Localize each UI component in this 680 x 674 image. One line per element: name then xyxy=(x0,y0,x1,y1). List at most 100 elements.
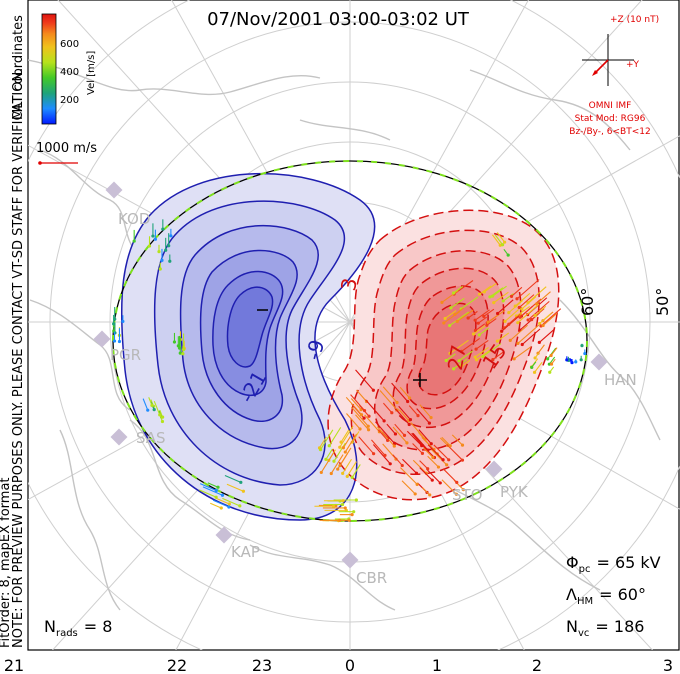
velocity-vector xyxy=(516,279,540,300)
scale-vector-label: 1000 m/s xyxy=(36,141,97,156)
stat-nvc: Nvc = 186 xyxy=(566,617,644,639)
velocity-vector-origin xyxy=(324,457,328,461)
velocity-vector-origin xyxy=(517,305,521,310)
velocity-vector-origin xyxy=(428,493,432,497)
velocity-vector-origin xyxy=(473,328,478,333)
colorbar-label: Vel [m/s] xyxy=(86,51,97,95)
velocity-vector xyxy=(416,408,430,424)
velocity-vector-origin xyxy=(400,463,404,468)
velocity-vector-origin xyxy=(408,418,413,422)
velocity-vector xyxy=(467,310,478,319)
velocity-vector xyxy=(377,429,389,441)
velocity-vector xyxy=(214,497,230,505)
velocity-vector-origin xyxy=(445,463,449,467)
velocity-vector xyxy=(476,348,492,361)
velocity-vector-origin xyxy=(580,344,584,348)
velocity-vector-origin xyxy=(168,259,172,263)
velocity-vector xyxy=(494,234,504,246)
velocity-vector-origin xyxy=(448,323,452,328)
velocity-vector xyxy=(521,296,537,310)
velocity-vector xyxy=(511,286,523,297)
velocity-vector xyxy=(477,316,488,324)
velocity-vector-origin xyxy=(117,339,122,344)
velocity-vector xyxy=(487,309,506,323)
station-labels: KOD PGR SAS KAP CBR STO PYK HAN xyxy=(110,210,637,587)
velocity-vector-origin xyxy=(579,358,583,362)
velocity-vector-origin xyxy=(500,329,504,333)
velocity-vector xyxy=(542,312,558,326)
velocity-vector-origin xyxy=(395,400,399,405)
velocity-vector xyxy=(423,446,435,458)
velocity-vector xyxy=(474,347,489,358)
velocity-vectors xyxy=(112,219,587,523)
velocity-vector-origin xyxy=(485,323,489,327)
velocity-vector xyxy=(456,309,474,322)
velocity-vector xyxy=(351,431,360,443)
velocity-vector xyxy=(443,311,461,324)
velocity-vector xyxy=(364,414,380,433)
velocity-vector xyxy=(550,347,558,356)
velocity-vector xyxy=(449,339,469,354)
velocity-vector-origin xyxy=(548,370,552,374)
velocity-vector xyxy=(346,461,357,477)
mlt-1: 1 xyxy=(432,656,442,674)
velocity-vector xyxy=(482,343,502,357)
velocity-vector xyxy=(519,298,542,318)
velocity-vector xyxy=(461,338,480,352)
velocity-vector xyxy=(411,432,423,446)
mlt-21: 21 xyxy=(4,656,24,674)
velocity-vector xyxy=(398,405,411,421)
velocity-vector xyxy=(351,464,361,478)
velocity-vector-origin xyxy=(390,411,394,415)
imf-y-label: +Y xyxy=(626,60,640,70)
velocity-vector-origin xyxy=(366,428,371,432)
velocity-vector-origin xyxy=(160,258,164,263)
velocity-vector-origin xyxy=(354,498,358,502)
velocity-vector xyxy=(224,475,242,483)
velocity-vector xyxy=(441,290,459,303)
colorbar-tick-400: 400 xyxy=(60,67,79,78)
velocity-vector xyxy=(540,308,562,327)
velocity-vector xyxy=(226,483,244,492)
velocity-vector-origin xyxy=(350,513,354,517)
velocity-vector-origin xyxy=(481,354,485,359)
velocity-vector xyxy=(496,232,506,243)
velocity-vector xyxy=(419,404,432,418)
imf-panel: +Z (10 nT) +Y OMNI IMF Stat Mod: RG96 Bz… xyxy=(569,15,659,137)
velocity-vector xyxy=(382,386,398,403)
velocity-vector xyxy=(198,489,217,498)
velocity-vector-origin xyxy=(449,306,453,310)
velocity-vector xyxy=(320,452,335,473)
velocity-vector xyxy=(527,300,550,321)
velocity-vector-origin xyxy=(318,448,323,452)
velocity-vector-origin xyxy=(402,433,407,437)
velocity-vector-origin xyxy=(153,237,157,241)
velocity-vector xyxy=(479,285,492,295)
velocity-vector xyxy=(531,308,545,321)
velocity-vector-origin xyxy=(366,424,370,428)
velocity-vector-origin xyxy=(574,360,578,364)
velocity-vector xyxy=(399,386,410,399)
velocity-vector xyxy=(514,292,531,307)
velocity-vector xyxy=(517,324,540,344)
velocity-vector xyxy=(365,399,385,422)
velocity-vector-origin xyxy=(340,502,345,507)
coords-note: MLT coordinates xyxy=(11,15,26,120)
velocity-vector-origin xyxy=(227,505,231,509)
colorbar-gradient xyxy=(41,13,57,125)
velocity-vector xyxy=(508,300,523,314)
velocity-vector xyxy=(328,427,342,447)
velocity-vector xyxy=(418,429,432,445)
velocity-vector-origin xyxy=(405,441,409,445)
stat-lambda: ΛHM = 60° xyxy=(566,585,646,607)
velocity-vector xyxy=(441,436,451,447)
negative-contours xyxy=(120,173,376,521)
velocity-vector xyxy=(445,353,456,361)
velocity-vector xyxy=(513,346,532,360)
velocity-vector-origin xyxy=(429,415,433,420)
velocity-vector-origin xyxy=(500,243,505,247)
velocity-vector-origin xyxy=(347,518,351,522)
velocity-vector xyxy=(330,454,344,474)
velocity-vector xyxy=(504,309,519,322)
velocity-vector-origin xyxy=(473,318,477,322)
